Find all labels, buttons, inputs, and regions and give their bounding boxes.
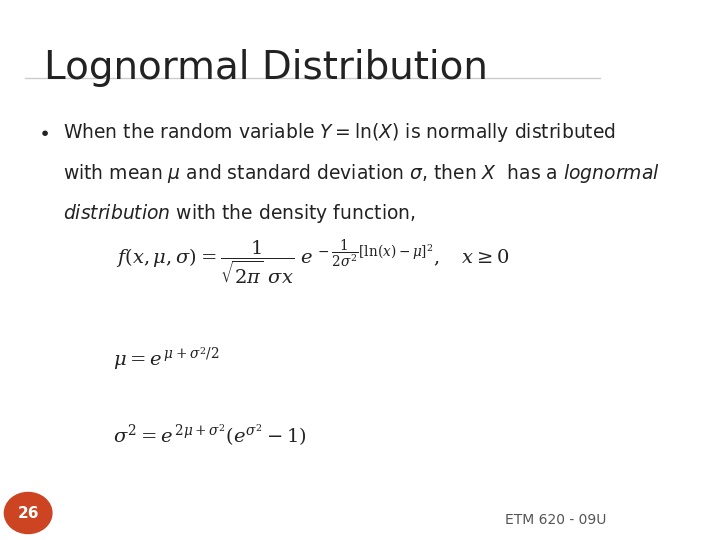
Text: Lognormal Distribution: Lognormal Distribution xyxy=(44,49,487,86)
Text: When the random variable $Y = \ln(X)$ is normally distributed: When the random variable $Y = \ln(X)$ is… xyxy=(63,122,616,145)
Text: $\mathbf{\mathit{distribution}}$ with the density function,: $\mathbf{\mathit{distribution}}$ with th… xyxy=(63,202,415,226)
Circle shape xyxy=(4,492,52,534)
Text: with mean $\mu$ and standard deviation $\sigma$, then $X$  has a $\mathbf{\mathi: with mean $\mu$ and standard deviation $… xyxy=(63,162,660,185)
Text: $\sigma^2 = e^{\,2\mu+\sigma^2}(e^{\sigma^2}-1)$: $\sigma^2 = e^{\,2\mu+\sigma^2}(e^{\sigm… xyxy=(112,422,306,448)
Text: $f(x,\mu,\sigma) = \dfrac{1}{\sqrt{2\pi}\ \sigma x}\ e^{\,-\dfrac{1}{2\sigma^2}[: $f(x,\mu,\sigma) = \dfrac{1}{\sqrt{2\pi}… xyxy=(116,237,510,287)
Text: $\mu = e^{\,\mu+\sigma^2/2}$: $\mu = e^{\,\mu+\sigma^2/2}$ xyxy=(112,346,219,373)
Text: $\bullet$: $\bullet$ xyxy=(37,122,48,140)
Text: 26: 26 xyxy=(17,505,39,521)
Text: ETM 620 - 09U: ETM 620 - 09U xyxy=(505,512,607,526)
FancyBboxPatch shape xyxy=(0,0,631,540)
